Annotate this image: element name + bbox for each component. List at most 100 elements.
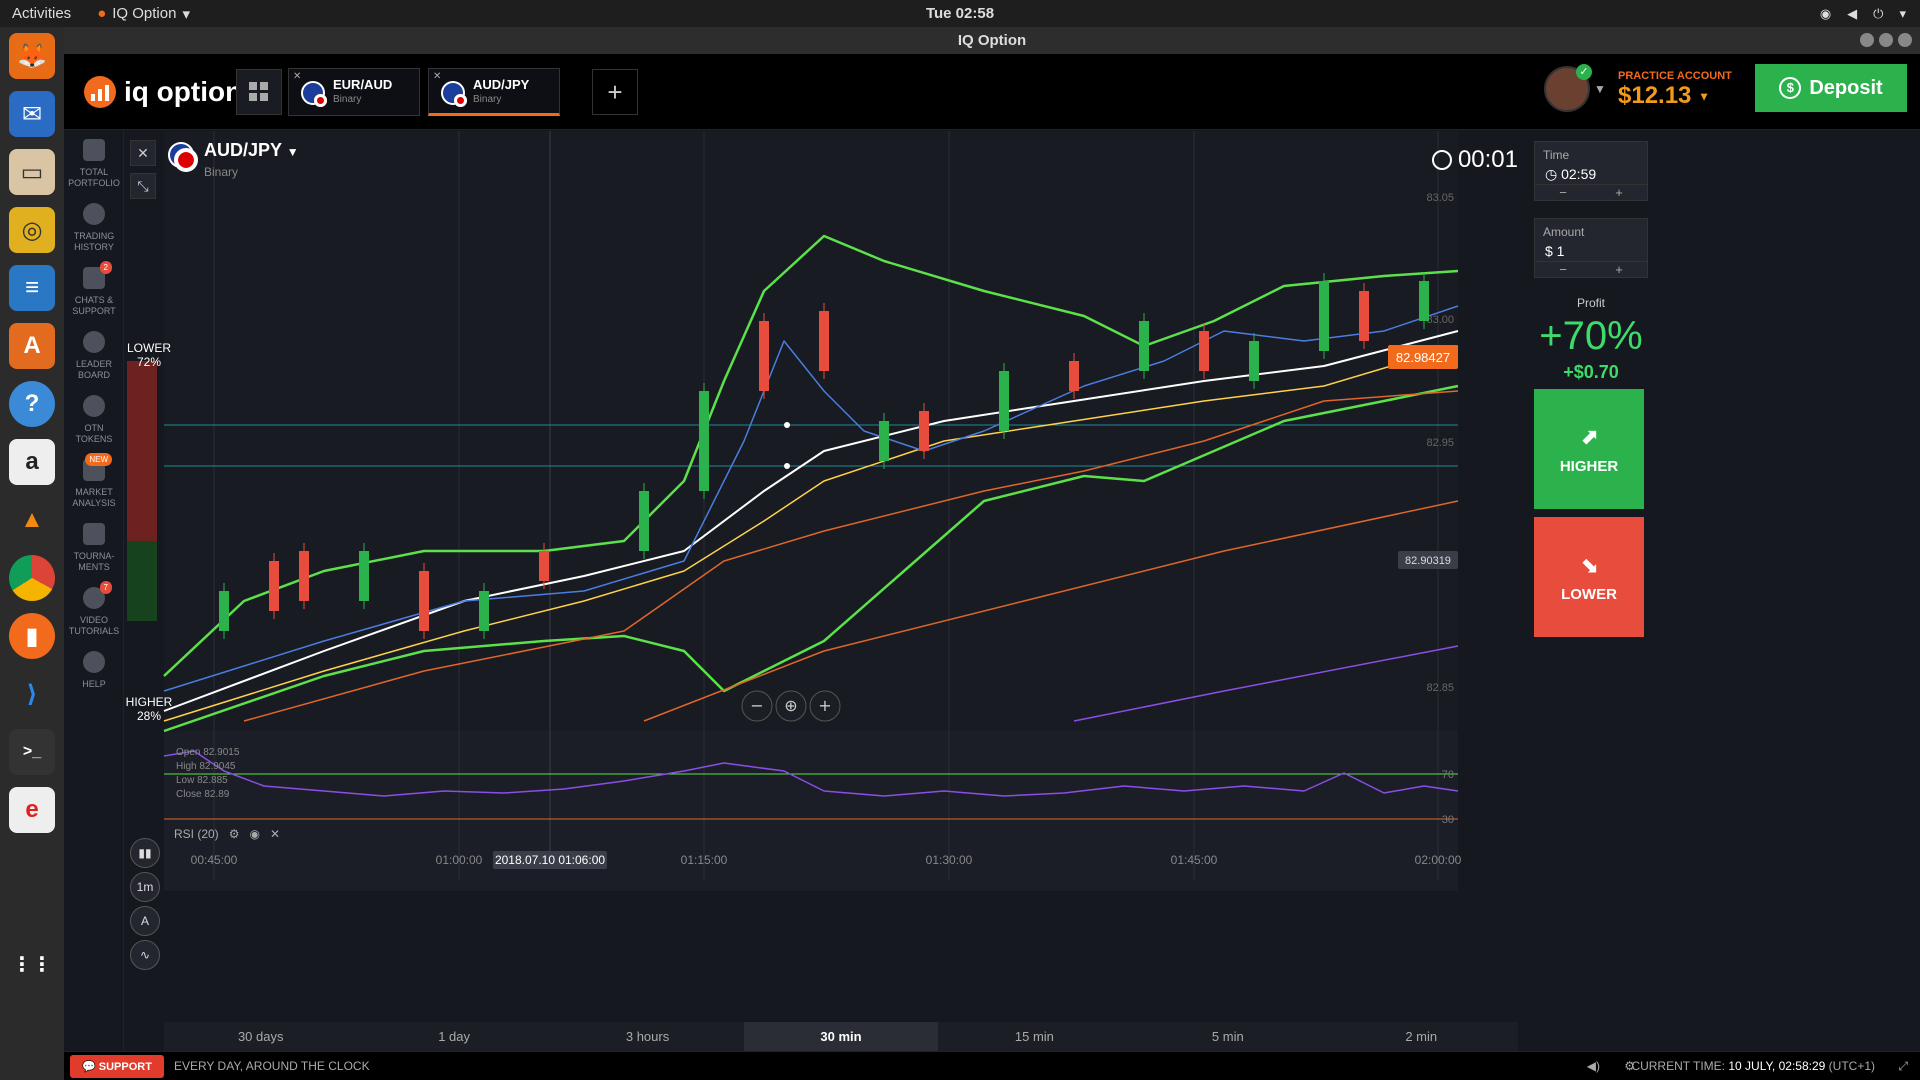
rhythmbox-icon[interactable]: ◎	[9, 207, 55, 253]
chevron-down-icon[interactable]: ▼	[1594, 82, 1606, 96]
system-tray[interactable]: ◉ ◀ ⏻ ▾	[1820, 6, 1906, 22]
app-icon[interactable]: e	[9, 787, 55, 833]
asset-tab-aud-jpy[interactable]: ✕ AUD/JPY Binary	[428, 68, 560, 116]
candle-body	[219, 591, 229, 631]
candle-body	[269, 561, 279, 611]
higher-button[interactable]: ⬈ HIGHER	[1534, 389, 1644, 509]
terminal-icon[interactable]: >_	[9, 729, 55, 775]
settings-gear-icon[interactable]: ⚙	[228, 827, 240, 841]
chart-type-button[interactable]: ▮▮	[130, 838, 160, 868]
profit-amount: +$0.70	[1563, 362, 1619, 382]
minimize-button[interactable]	[1860, 33, 1874, 47]
candle-body	[299, 551, 309, 601]
maximize-button[interactable]	[1879, 33, 1893, 47]
asset-tab-eur-aud[interactable]: ✕ EUR/AUD Binary	[288, 68, 420, 116]
system-clock[interactable]: Tue 02:58	[925, 5, 995, 22]
token-icon	[83, 395, 105, 417]
chrome-icon[interactable]	[9, 555, 55, 601]
close-tab-icon[interactable]: ✕	[433, 71, 442, 82]
zoom-in-button[interactable]	[809, 690, 841, 722]
activities-button[interactable]: Activities	[12, 5, 72, 22]
sidebar-item-label: LEADER	[75, 359, 112, 369]
layout-grid-button[interactable]	[236, 69, 282, 115]
ohlc-high: High 82.9045	[176, 761, 236, 772]
vscode-icon[interactable]: ⟩	[26, 680, 38, 708]
drawing-tools-button[interactable]: A	[130, 906, 160, 936]
increase-amount-button[interactable]: +	[1615, 262, 1623, 277]
app-menu-label: IQ Option	[112, 5, 177, 22]
minimize-chart-button[interactable]: ⤡	[130, 173, 156, 199]
expiry-time-field[interactable]: Time ◷ 02:59 − +	[1534, 141, 1648, 201]
interval-button[interactable]: 1m	[130, 872, 160, 902]
sidebar-item-label: CHATS &	[74, 295, 114, 305]
sidebar-item-market-analysis[interactable]: NEW MARKET ANALYSIS	[64, 453, 124, 509]
candle-body	[1359, 291, 1369, 341]
chart-down-icon: ⬊	[1579, 551, 1599, 577]
decrease-time-button[interactable]: −	[1559, 185, 1567, 200]
period-30-days[interactable]: 30 days	[237, 1029, 284, 1044]
files-icon[interactable]: ▭	[9, 149, 55, 195]
writer-icon[interactable]: ≡	[9, 265, 55, 311]
aud-jpy-flag-icon	[441, 81, 467, 107]
sidebar-item-video-tutorials[interactable]: 7 VIDEO TUTORIALS	[64, 581, 124, 637]
increase-time-button[interactable]: +	[1615, 185, 1623, 200]
timezone: (UTC+1)	[1828, 1059, 1875, 1073]
period-5-min[interactable]: 5 min	[1211, 1029, 1244, 1044]
iq-option-dock-icon[interactable]: ▮	[9, 613, 55, 659]
price-tick-label: 82.95	[1426, 437, 1454, 449]
period-3-hours[interactable]: 3 hours	[625, 1029, 670, 1044]
lower-button[interactable]: ⬊ LOWER	[1534, 517, 1644, 637]
sidebar-item-help[interactable]: HELP	[64, 651, 124, 690]
sidebar-item-total-portfolio[interactable]: TOTAL PORTFOLIO	[64, 139, 124, 189]
support-button[interactable]: 💬 SUPPORT	[70, 1054, 164, 1078]
recenter-button[interactable]	[775, 690, 807, 722]
deposit-button[interactable]: $ Deposit	[1755, 64, 1907, 112]
account-balance: $12.13 ▼	[1618, 82, 1732, 110]
software-center-icon[interactable]: A	[9, 323, 55, 369]
account-switcher[interactable]: PRACTICE ACCOUNT $12.13 ▼	[1618, 70, 1732, 110]
sidebar-item-tournaments[interactable]: TOURNA- MENTS	[64, 523, 124, 573]
amount-field[interactable]: Amount $ 1 − +	[1534, 218, 1648, 278]
show-apps-icon[interactable]: ⋮⋮	[12, 953, 52, 976]
sidebar-item-otn-tokens[interactable]: OTN TOKENS	[64, 395, 124, 445]
fullscreen-icon[interactable]: ⤢	[1898, 1058, 1908, 1073]
indicators-button[interactable]: ∿	[130, 940, 160, 970]
ohlc-low: Low 82.885	[176, 775, 228, 786]
app-menu[interactable]: ● IQ Option ▾	[97, 5, 190, 23]
close-window-button[interactable]	[1898, 33, 1912, 47]
decrease-amount-button[interactable]: −	[1559, 262, 1567, 277]
candle-body	[999, 371, 1009, 431]
thunderbird-icon[interactable]: ✉	[9, 91, 55, 137]
add-asset-button[interactable]: +	[592, 69, 638, 115]
settings-gear-icon[interactable]: ⚙	[1624, 1059, 1635, 1073]
firefox-icon[interactable]: 🦊	[9, 33, 55, 79]
higher-sentiment: HIGHER 28%	[124, 695, 174, 723]
sidebar-item-trading-history[interactable]: TRADING HISTORY	[64, 203, 124, 253]
expiry-timer: 00:01	[1431, 146, 1518, 174]
period-1-day[interactable]: 1 day	[438, 1029, 471, 1044]
current-time-value: 10 JULY, 02:58:29	[1728, 1059, 1826, 1073]
support-tagline: EVERY DAY, AROUND THE CLOCK	[173, 1059, 370, 1073]
sidebar-item-chats-support[interactable]: 2 CHATS & SUPPORT	[64, 261, 124, 317]
help-icon[interactable]: ?	[9, 381, 55, 427]
amazon-icon[interactable]: a	[9, 439, 55, 485]
sidebar-item-label: TOKENS	[75, 434, 113, 444]
chart-area[interactable]: 00:45:00 01:00:00 01:15:00 01:30:00 01:45:00…	[124, 131, 1518, 1051]
period-15-min[interactable]: 15 min	[1014, 1029, 1054, 1044]
sound-icon[interactable]: ◀)	[1586, 1059, 1600, 1073]
sidebar-item-leader-board[interactable]: LEADER BOARD	[64, 331, 124, 381]
remove-indicator-icon[interactable]: ✕	[269, 827, 280, 841]
period-2-min[interactable]: 2 min	[1405, 1029, 1438, 1044]
asset-selector[interactable]: AUD/JPY ▼ Binary	[168, 140, 299, 179]
user-avatar[interactable]: ✓	[1544, 64, 1592, 112]
close-icon: ✕	[137, 144, 149, 161]
play-icon: 7	[83, 581, 112, 609]
close-chart-button[interactable]: ✕	[130, 140, 156, 166]
eye-icon[interactable]: ◉	[249, 827, 260, 841]
zoom-out-button[interactable]	[741, 690, 773, 722]
close-tab-icon[interactable]: ✕	[293, 71, 302, 82]
period-30-min[interactable]: 30 min	[744, 1022, 938, 1051]
iq-option-logo[interactable]: iq option	[84, 76, 242, 108]
vlc-icon[interactable]: ▲	[20, 506, 44, 533]
price-chart[interactable]: 00:45:00 01:00:00 01:15:00 01:30:00 01:45:00…	[124, 131, 1518, 1051]
